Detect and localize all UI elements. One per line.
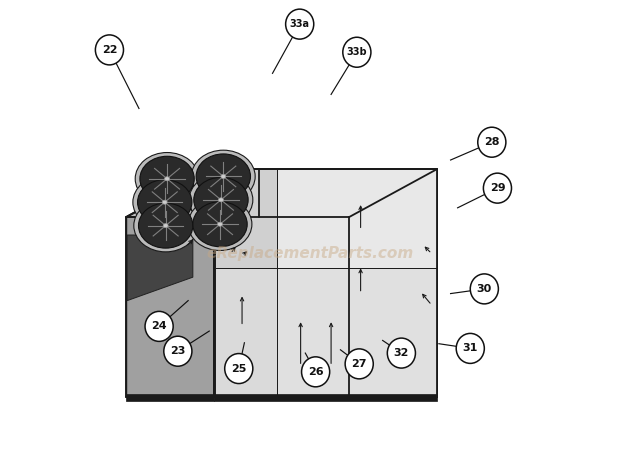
Ellipse shape (164, 336, 192, 366)
Text: 27: 27 (352, 359, 367, 369)
Ellipse shape (194, 177, 248, 222)
Polygon shape (277, 268, 436, 397)
Text: 33a: 33a (290, 19, 310, 29)
Ellipse shape (134, 199, 198, 252)
Ellipse shape (456, 333, 484, 363)
Polygon shape (126, 394, 214, 401)
Ellipse shape (343, 37, 371, 67)
Ellipse shape (145, 312, 173, 341)
Ellipse shape (301, 357, 330, 387)
Ellipse shape (163, 224, 168, 227)
Ellipse shape (193, 202, 247, 247)
Text: 24: 24 (151, 321, 167, 331)
Text: 26: 26 (308, 367, 324, 377)
Polygon shape (259, 169, 436, 217)
Text: 23: 23 (170, 346, 185, 356)
Ellipse shape (224, 353, 253, 384)
Text: 25: 25 (231, 364, 247, 374)
Polygon shape (127, 235, 193, 301)
Text: 31: 31 (463, 344, 478, 353)
Polygon shape (215, 268, 277, 397)
Ellipse shape (133, 176, 197, 228)
Text: 22: 22 (102, 45, 117, 55)
Text: 32: 32 (394, 348, 409, 358)
Ellipse shape (188, 198, 252, 251)
Polygon shape (277, 169, 436, 268)
Ellipse shape (196, 154, 250, 199)
Polygon shape (214, 394, 436, 401)
Ellipse shape (345, 349, 373, 379)
Ellipse shape (484, 173, 512, 203)
Ellipse shape (286, 9, 314, 39)
Ellipse shape (138, 203, 193, 248)
Text: 30: 30 (477, 284, 492, 294)
Text: eReplacementParts.com: eReplacementParts.com (206, 246, 414, 261)
Polygon shape (126, 169, 259, 217)
Text: 28: 28 (484, 137, 500, 147)
Ellipse shape (470, 274, 498, 304)
Ellipse shape (218, 222, 223, 226)
Ellipse shape (388, 338, 415, 368)
Polygon shape (349, 169, 436, 397)
Text: 33b: 33b (347, 47, 367, 57)
Ellipse shape (478, 127, 506, 157)
Ellipse shape (165, 177, 169, 181)
Ellipse shape (221, 174, 226, 179)
Text: 29: 29 (490, 183, 505, 193)
Polygon shape (214, 169, 436, 397)
Ellipse shape (135, 153, 199, 205)
Ellipse shape (140, 156, 194, 201)
Ellipse shape (192, 150, 255, 203)
Polygon shape (215, 169, 277, 268)
Ellipse shape (162, 200, 167, 204)
Ellipse shape (95, 35, 123, 65)
Ellipse shape (218, 198, 223, 202)
Ellipse shape (189, 173, 253, 226)
Polygon shape (126, 169, 214, 397)
Ellipse shape (138, 180, 192, 225)
